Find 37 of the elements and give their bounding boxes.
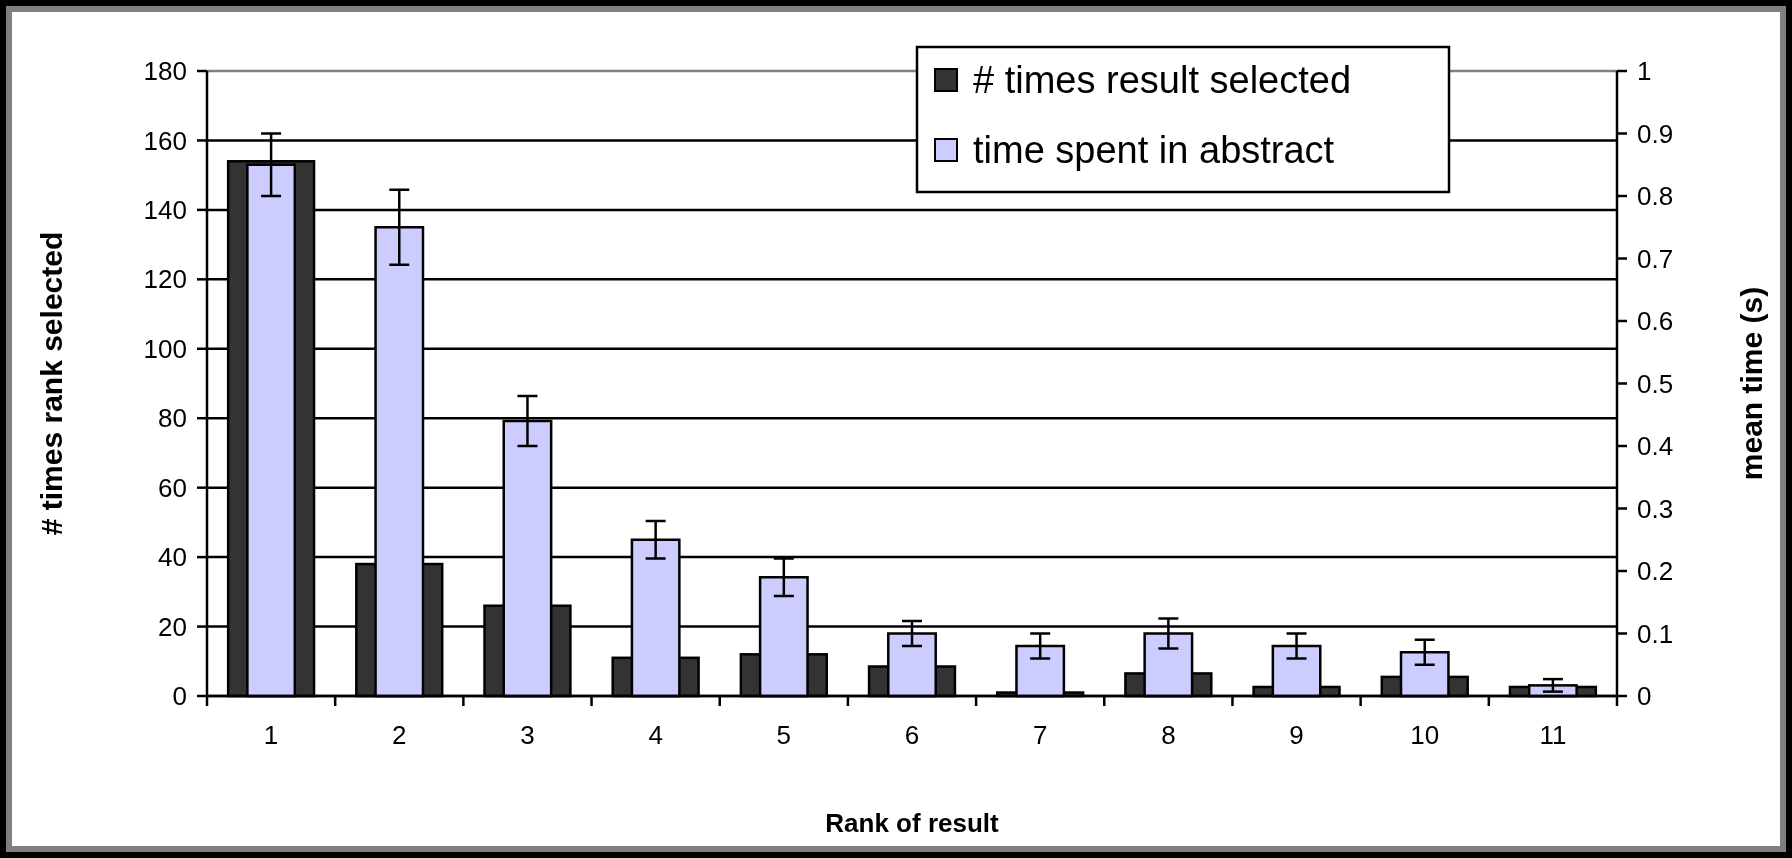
x-tick-label: 6 (904, 720, 920, 750)
y-tick-label: 120 (143, 264, 187, 295)
y-axis-title: # times rank selected (35, 231, 68, 536)
x-tick-label: 10 (1410, 720, 1440, 750)
y2-tick-label: 0.5 (1637, 368, 1674, 399)
y-tick-label: 100 (143, 333, 187, 364)
y2-tick-label: 0.2 (1637, 556, 1674, 587)
x-tick-label: 4 (648, 720, 663, 750)
x-axis-title: Rank of result (825, 808, 1000, 838)
legend-label: time spent in abstract (973, 129, 1335, 172)
x-tick-label: 1 (263, 720, 279, 750)
y2-tick-label: 0.6 (1637, 306, 1674, 337)
y-tick-label: 60 (158, 472, 187, 503)
y2-axis-title: mean time (s) (1735, 286, 1768, 481)
y-tick-label: 20 (158, 611, 187, 642)
x-tick-label: 11 (1539, 720, 1567, 750)
legend-label: # times result selected (973, 59, 1352, 102)
x-tick-label: 8 (1161, 720, 1176, 750)
x-tick-label: 9 (1289, 720, 1304, 750)
x-tick-label: 2 (392, 720, 407, 750)
y-tick-label: 40 (158, 542, 187, 573)
x-tick-label: 3 (520, 720, 535, 750)
y-tick-label: 80 (158, 403, 187, 434)
x-tick-label: 5 (776, 720, 792, 750)
x-tick-label: 7 (1032, 720, 1048, 750)
y2-tick-label: 0.8 (1637, 181, 1674, 212)
y2-tick-label: 0 (1637, 681, 1652, 712)
y-tick-label: 180 (143, 56, 187, 87)
y2-tick-label: 0.4 (1637, 431, 1674, 462)
y2-tick-label: 0.9 (1637, 118, 1674, 149)
y-tick-label: 0 (172, 681, 187, 712)
y2-tick-label: 0.3 (1637, 493, 1674, 524)
y2-tick-label: 0.1 (1637, 618, 1674, 649)
y-tick-label: 160 (143, 125, 187, 156)
y2-tick-label: 0.7 (1637, 243, 1674, 274)
y-tick-label: 140 (143, 194, 187, 225)
y2-tick-label: 1 (1637, 56, 1652, 87)
